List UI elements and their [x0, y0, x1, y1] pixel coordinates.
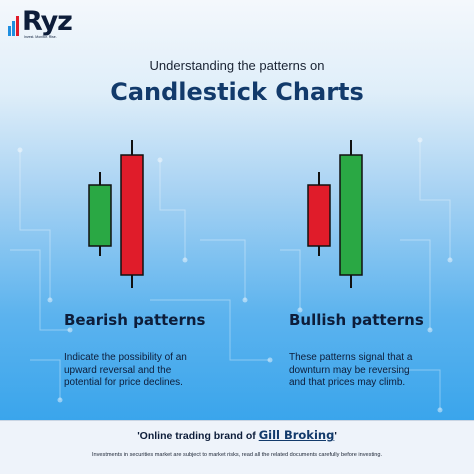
gradient-background: [0, 0, 474, 420]
bearish-candle-red: [120, 140, 144, 288]
brand-suffix: ': [334, 430, 337, 442]
bearish-candle-green: [88, 172, 112, 256]
brand-line: 'Online trading brand of Gill Broking': [0, 428, 474, 442]
bullish-candle-green: [339, 140, 363, 288]
bullish-description: These patterns signal that a downturn ma…: [289, 352, 413, 388]
circuit-pattern-background: [0, 0, 474, 420]
page-subtitle: Understanding the patterns on: [149, 58, 325, 73]
logo-text: Ryz: [22, 6, 73, 37]
bar-graph-icon: [8, 16, 19, 36]
disclaimer-text: Investments in securities market are sub…: [91, 452, 383, 458]
candlestick-illustration: [88, 140, 363, 288]
bearish-title: Bearish patterns: [64, 311, 206, 329]
ryz-logo: Ryz Invest. Monitor. Rise.: [8, 6, 73, 39]
bullish-title: Bullish patterns: [289, 311, 424, 329]
page-title: Candlestick Charts: [110, 78, 364, 106]
bearish-description: Indicate the possibility of an upward re…: [64, 352, 187, 388]
bullish-pattern-candles: [307, 140, 363, 288]
bullish-candle-red: [307, 172, 331, 256]
brand-name-link[interactable]: Gill Broking: [258, 428, 335, 442]
bearish-pattern-candles: [88, 140, 144, 288]
footer-bar: [0, 420, 474, 474]
brand-prefix: 'Online trading brand of: [137, 430, 259, 442]
logo-tagline: Invest. Monitor. Rise.: [24, 35, 57, 39]
